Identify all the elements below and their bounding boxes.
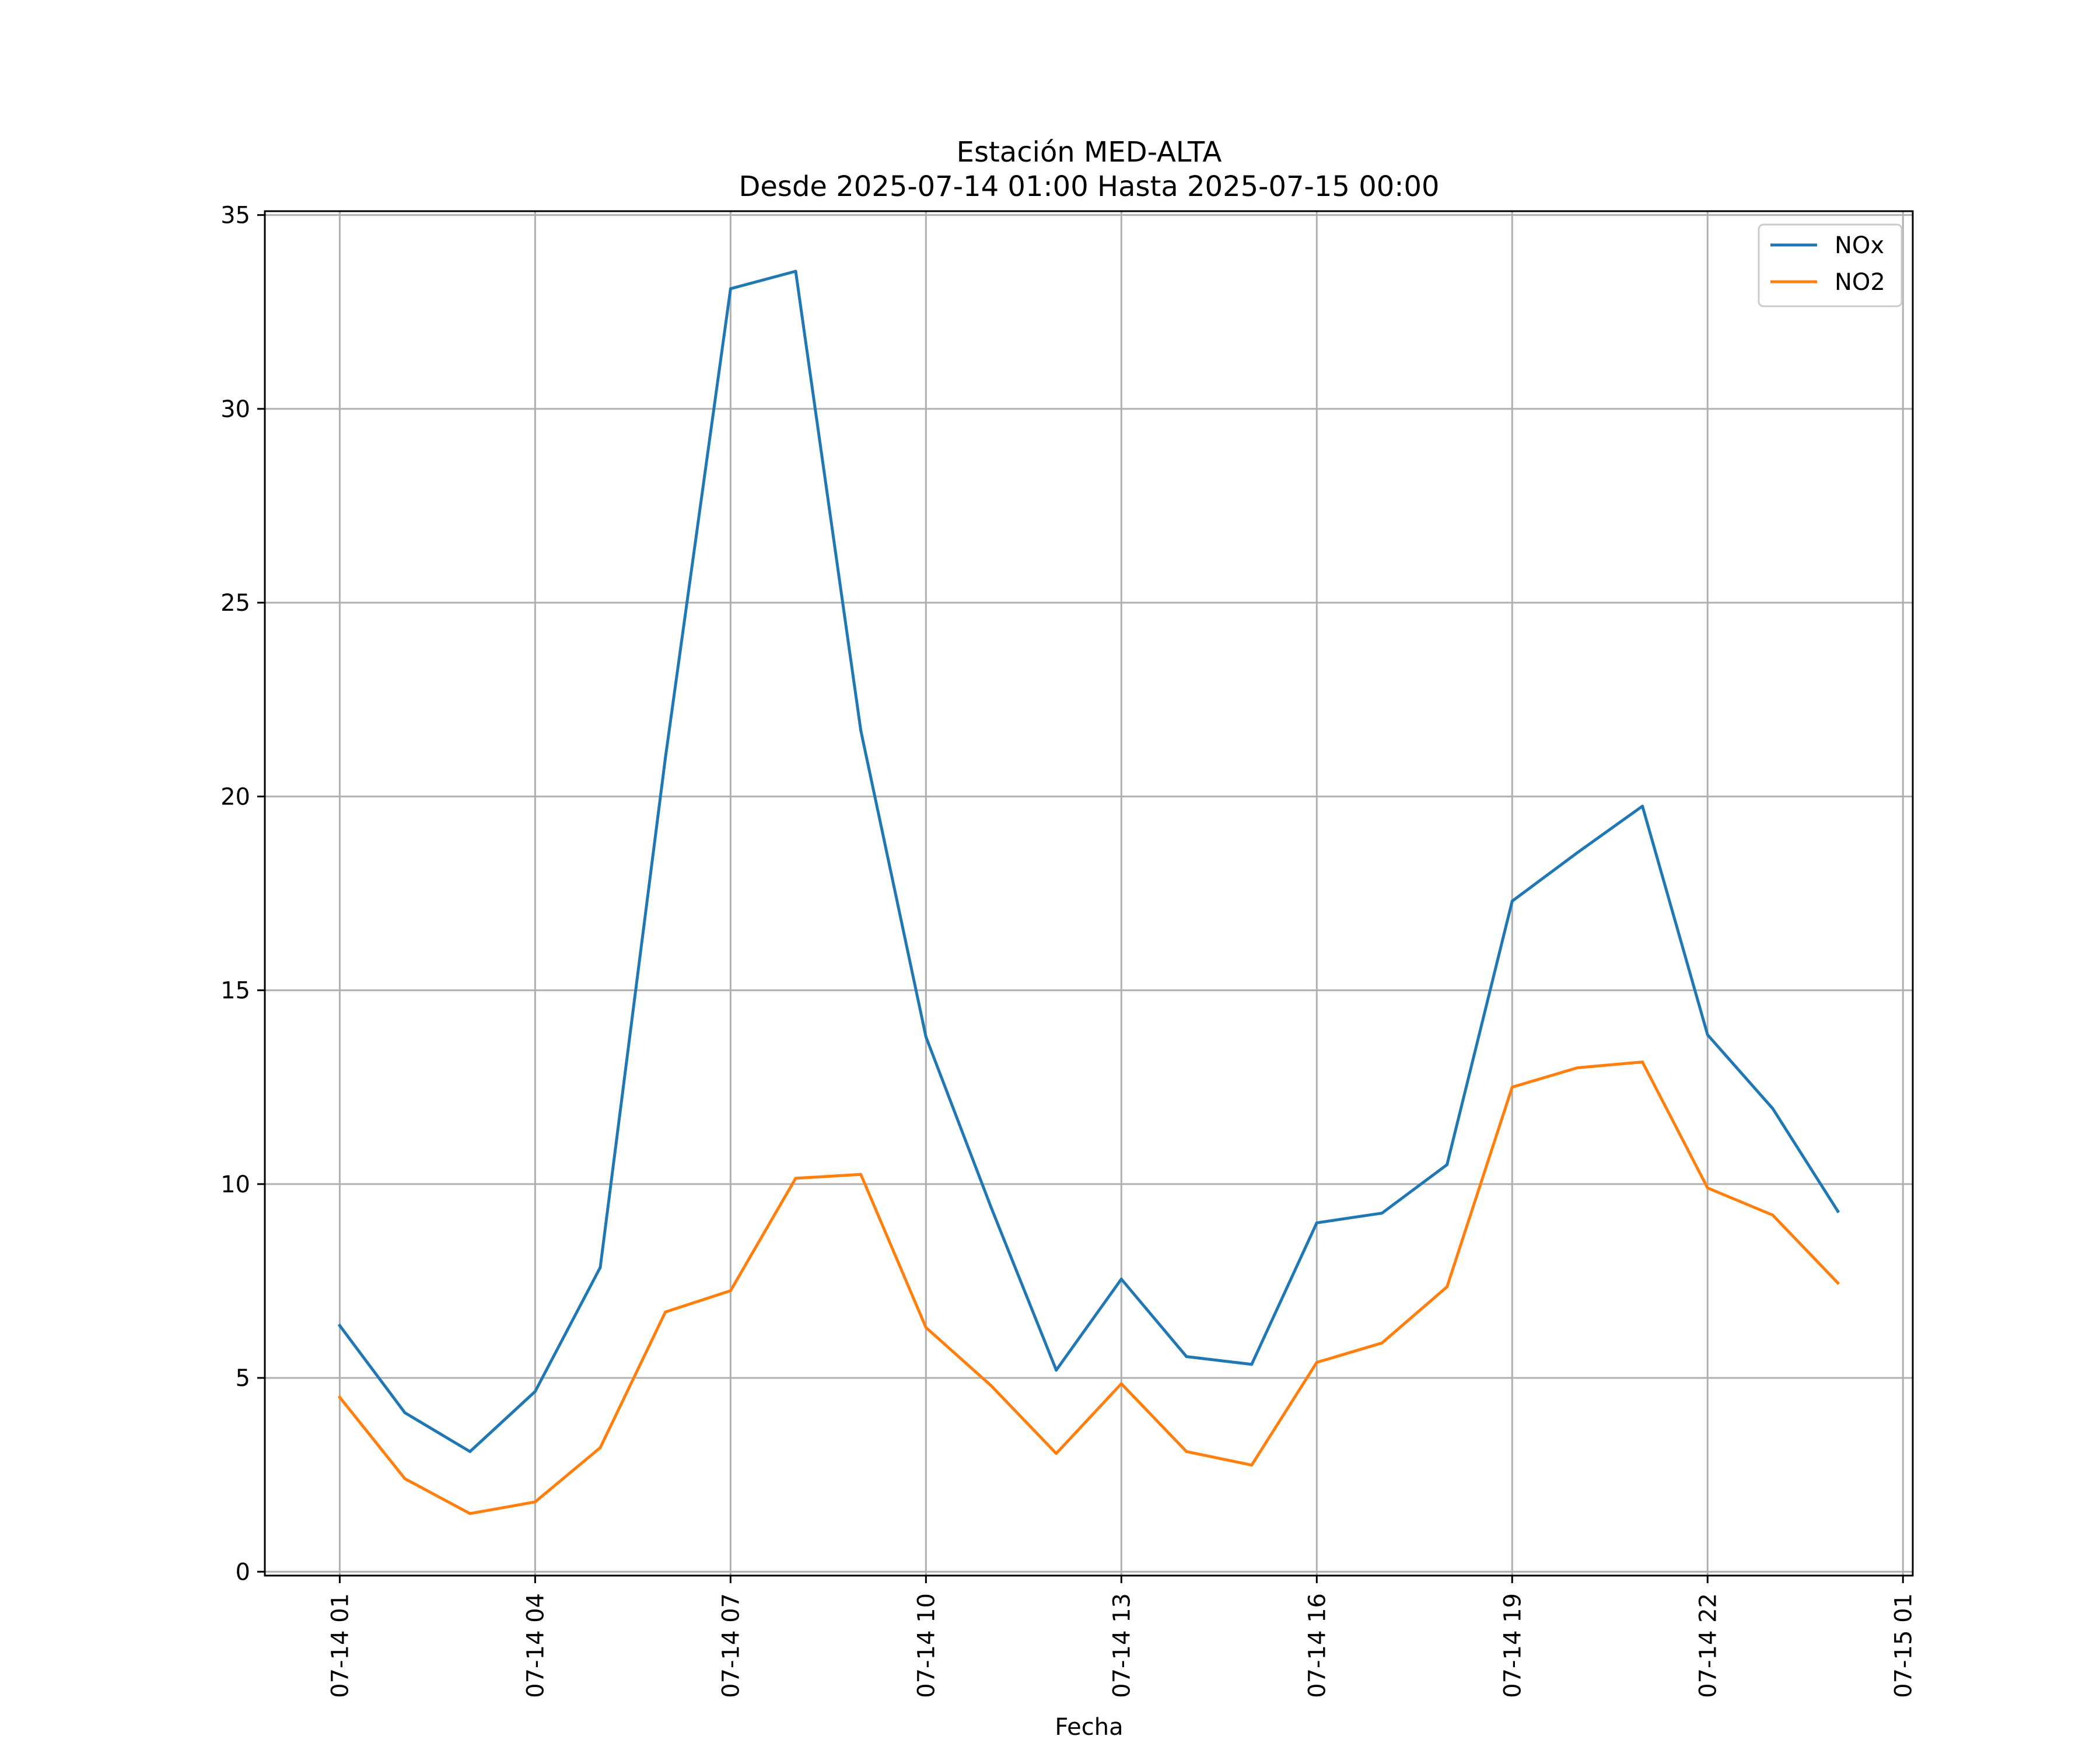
y-axis: 0 5 10 15 20 25 30 35	[220, 202, 265, 1586]
data-point-no2	[1771, 1213, 1774, 1217]
data-point-nox	[1055, 1368, 1058, 1372]
data-point-no2	[598, 1446, 602, 1450]
chart-title: Estación MED-ALTA	[957, 136, 1222, 169]
plot-frame	[264, 210, 1914, 1577]
data-point-no2	[664, 1310, 667, 1314]
data-point-nox	[1771, 1107, 1774, 1110]
data-point-no2	[1446, 1285, 1449, 1289]
series-line-nox	[337, 270, 1840, 1453]
data-point-no2	[1055, 1452, 1058, 1455]
data-point-nox	[598, 1266, 602, 1269]
data-point-no2	[729, 1289, 732, 1293]
data-point-nox	[338, 1324, 341, 1327]
data-point-no2	[338, 1395, 341, 1399]
y-tick-label: 25	[220, 590, 250, 617]
gridlines	[265, 211, 1913, 1576]
data-point-no2	[924, 1326, 928, 1329]
data-point-no2	[468, 1512, 472, 1516]
x-tick-label: 07-14 10	[913, 1593, 940, 1698]
data-point-nox	[729, 287, 732, 290]
data-point-no2	[1641, 1060, 1644, 1064]
data-point-nox	[794, 270, 797, 273]
x-tick-label: 07-14 19	[1499, 1593, 1526, 1698]
data-point-nox	[1315, 1221, 1318, 1224]
y-tick-label: 30	[220, 396, 250, 423]
legend-label-no2: NO2	[1835, 269, 1885, 296]
series-line-no2	[337, 1060, 1840, 1516]
data-point-nox	[1119, 1278, 1123, 1281]
legend-label-nox: NOx	[1835, 232, 1884, 259]
data-point-nox	[989, 1206, 993, 1209]
data-point-nox	[1446, 1163, 1449, 1167]
x-tick-label: 07-14 01	[327, 1593, 354, 1698]
data-point-nox	[468, 1450, 472, 1453]
legend: NOx NO2	[1758, 223, 1903, 307]
data-point-no2	[1706, 1186, 1709, 1190]
data-point-nox	[859, 729, 863, 732]
data-point-nox	[1641, 804, 1644, 808]
data-point-nox	[924, 1035, 928, 1038]
data-point-no2	[1250, 1464, 1254, 1467]
data-point-nox	[664, 756, 667, 760]
data-point-no2	[1119, 1382, 1123, 1385]
data-point-no2	[1380, 1341, 1384, 1345]
x-tick-label: 07-14 16	[1304, 1593, 1331, 1698]
data-point-no2	[794, 1177, 797, 1180]
data-point-no2	[1836, 1281, 1840, 1284]
y-tick-label: 35	[220, 202, 250, 229]
y-tick-label: 5	[236, 1365, 250, 1392]
data-point-nox	[1576, 851, 1579, 855]
data-point-no2	[1510, 1086, 1514, 1089]
data-point-nox	[533, 1390, 537, 1393]
x-axis: 07-14 01 07-14 04 07-14 07 07-14 10 07-14 13…	[327, 1576, 1917, 1698]
data-point-nox	[1250, 1363, 1254, 1366]
data-point-nox	[403, 1411, 407, 1415]
data-point-no2	[1185, 1450, 1188, 1453]
data-point-nox	[1380, 1212, 1384, 1215]
data-point-no2	[533, 1500, 537, 1504]
y-tick-label: 0	[236, 1559, 250, 1586]
data-point-no2	[859, 1172, 863, 1176]
data-point-no2	[1315, 1361, 1318, 1364]
x-tick-label: 07-14 22	[1695, 1593, 1721, 1698]
x-axis-label: Fecha	[1055, 1714, 1123, 1741]
data-point-nox	[1836, 1209, 1840, 1213]
x-tick-label: 07-15 01	[1890, 1593, 1917, 1698]
chart-subtitle: Desde 2025-07-14 01:00 Hasta 2025-07-15 …	[738, 170, 1439, 203]
data-point-nox	[1706, 1033, 1709, 1037]
y-tick-label: 20	[220, 783, 250, 810]
data-point-no2	[989, 1384, 993, 1387]
data-point-no2	[403, 1477, 407, 1480]
x-tick-label: 07-14 04	[522, 1593, 549, 1698]
series-lines	[337, 270, 1840, 1516]
x-tick-label: 07-14 13	[1108, 1593, 1135, 1698]
x-tick-label: 07-14 07	[718, 1593, 744, 1698]
data-point-nox	[1185, 1355, 1188, 1359]
data-point-nox	[1510, 900, 1514, 903]
data-point-no2	[1576, 1066, 1579, 1070]
y-tick-label: 15	[220, 978, 250, 1005]
y-tick-label: 10	[220, 1171, 250, 1198]
